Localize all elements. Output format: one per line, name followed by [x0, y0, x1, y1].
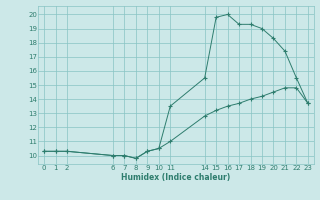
X-axis label: Humidex (Indice chaleur): Humidex (Indice chaleur)	[121, 173, 231, 182]
